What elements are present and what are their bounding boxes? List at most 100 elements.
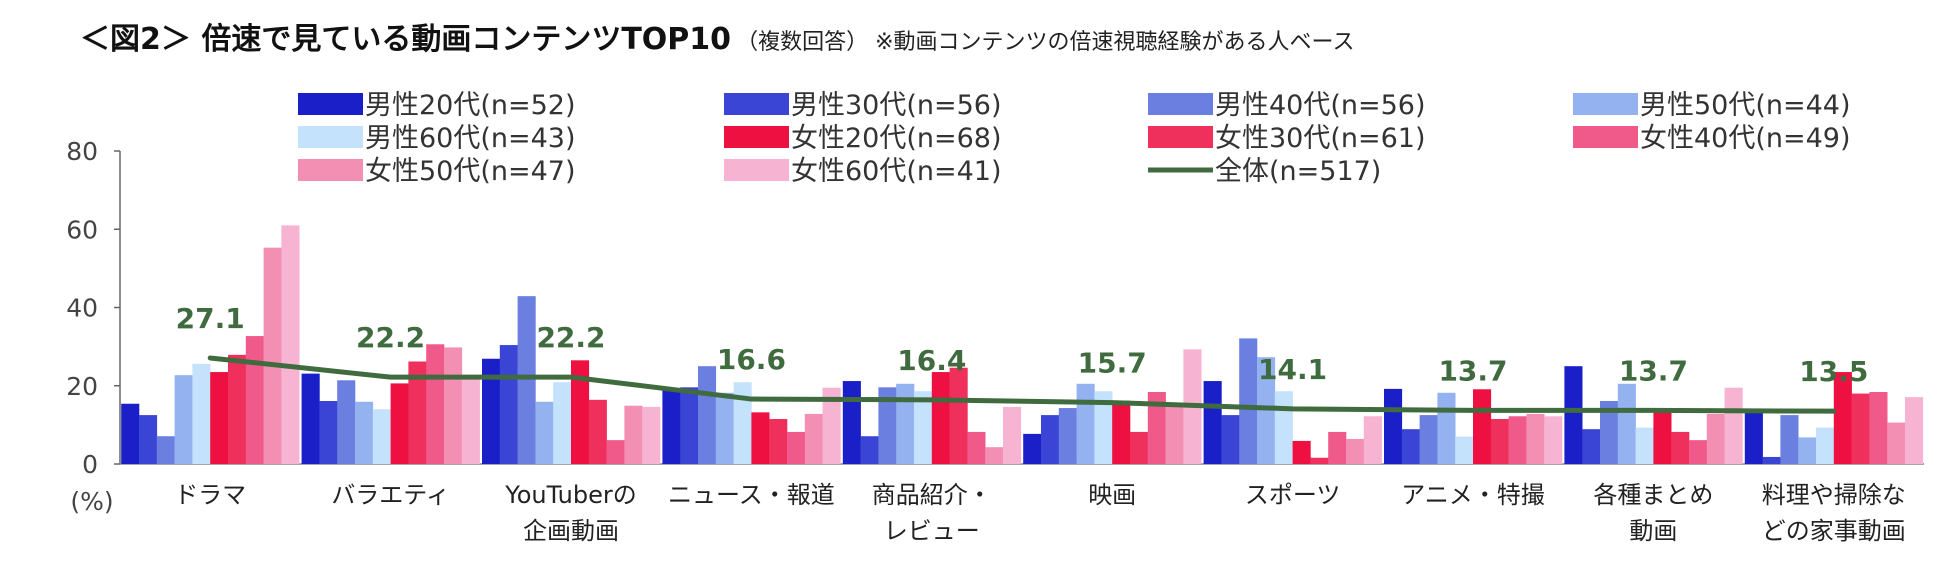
bar	[949, 367, 968, 464]
bar	[1401, 429, 1420, 464]
bar	[1744, 411, 1763, 464]
category-label: バラエティ	[331, 481, 450, 509]
legend-label: 男性50代(n=44)	[1640, 90, 1851, 121]
bar	[1437, 392, 1456, 464]
bar	[804, 413, 823, 464]
category-label: 各種まとめ	[1593, 481, 1713, 509]
bar	[372, 409, 391, 464]
legend-swatch	[1148, 126, 1213, 148]
bar	[1328, 431, 1347, 464]
legend-label: 男性40代(n=56)	[1215, 90, 1426, 121]
bar	[210, 372, 229, 464]
bar	[319, 401, 338, 464]
bar	[680, 387, 699, 464]
total-line	[207, 355, 1837, 414]
bar	[121, 403, 140, 464]
y-tick-label: 60	[66, 215, 98, 244]
bar	[1292, 440, 1311, 464]
total-data-label: 13.5	[1799, 355, 1868, 388]
bar	[642, 406, 661, 464]
total-labels: 27.1 22.2 22.2 16.6 16.4 15.7 14.1 13.7 13.7 13.5	[176, 302, 1869, 388]
legend-swatch	[1148, 93, 1213, 115]
bar	[444, 347, 463, 464]
category-label: 映画	[1088, 481, 1136, 509]
total-data-label: 13.7	[1619, 354, 1688, 387]
legend: 男性20代(n=52) 男性30代(n=56) 男性40代(n=56) 男性50代(n…	[298, 90, 1851, 187]
bar	[822, 387, 841, 464]
bar	[1653, 412, 1672, 464]
bar	[390, 383, 409, 464]
total-data-label: 16.4	[897, 344, 966, 377]
bar	[896, 383, 915, 464]
bar	[787, 431, 806, 464]
bar	[624, 405, 643, 464]
legend-label: 女性20代(n=68)	[791, 123, 1002, 154]
legend-swatch	[298, 159, 363, 181]
total-data-label: 22.2	[536, 321, 605, 354]
bar	[1617, 383, 1636, 464]
bar	[914, 391, 933, 464]
y-tick-label: 80	[66, 137, 98, 166]
bar	[553, 382, 572, 464]
bar	[1671, 431, 1690, 464]
bar	[1346, 438, 1365, 464]
bar	[228, 354, 247, 464]
bar	[1490, 419, 1509, 464]
total-data-label: 16.6	[717, 343, 786, 376]
y-tick-label: 40	[66, 294, 98, 323]
category-label: どの家事動画	[1762, 517, 1906, 545]
bar	[931, 372, 950, 464]
bar	[662, 388, 681, 464]
category-label: 企画動画	[523, 517, 619, 545]
bar	[1508, 416, 1527, 464]
bar	[751, 412, 770, 464]
bar	[1419, 415, 1438, 464]
category-label: YouTuberの	[504, 481, 636, 509]
bar	[517, 296, 536, 464]
bar	[1003, 406, 1022, 464]
bar	[1094, 391, 1113, 464]
bar	[878, 387, 897, 464]
legend-swatch	[724, 126, 789, 148]
bar	[860, 436, 879, 464]
bar	[985, 447, 1004, 464]
legend-label: 女性60代(n=41)	[791, 156, 1002, 187]
bar	[1058, 408, 1077, 464]
bar	[245, 336, 264, 464]
bar	[967, 431, 986, 464]
bar	[1582, 429, 1601, 464]
bar	[1221, 415, 1240, 464]
bar	[1473, 389, 1492, 464]
bar	[1887, 422, 1906, 464]
bar	[355, 401, 374, 464]
bar	[606, 440, 625, 464]
legend-swatch	[298, 93, 363, 115]
legend-label: 女性50代(n=47)	[365, 156, 576, 187]
bar	[1310, 457, 1329, 464]
bar	[1455, 436, 1474, 464]
legend-label: 女性40代(n=49)	[1640, 123, 1851, 154]
bar	[698, 366, 717, 464]
bar	[571, 360, 590, 464]
bar	[535, 401, 554, 464]
bar	[1023, 433, 1042, 464]
bar	[461, 377, 480, 464]
total-data-label: 14.1	[1258, 353, 1327, 386]
bar	[1780, 415, 1799, 464]
bar	[263, 247, 282, 464]
y-tick-label: 20	[66, 372, 98, 401]
legend-swatch	[724, 159, 789, 181]
chart-title: ＜図2＞ 倍速で見ている動画コンテンツTOP10 （複数回答） ※動画コンテンツ…	[80, 14, 1354, 58]
bar	[1112, 400, 1131, 464]
bar	[192, 363, 211, 464]
total-data-label: 15.7	[1078, 347, 1147, 380]
bar	[1600, 401, 1619, 464]
bar	[1384, 388, 1403, 464]
legend-swatch	[298, 126, 363, 148]
bar	[499, 345, 518, 464]
category-label: 商品紹介・	[872, 481, 992, 509]
legend-label: 男性60代(n=43)	[365, 123, 576, 154]
bar	[1869, 392, 1888, 464]
